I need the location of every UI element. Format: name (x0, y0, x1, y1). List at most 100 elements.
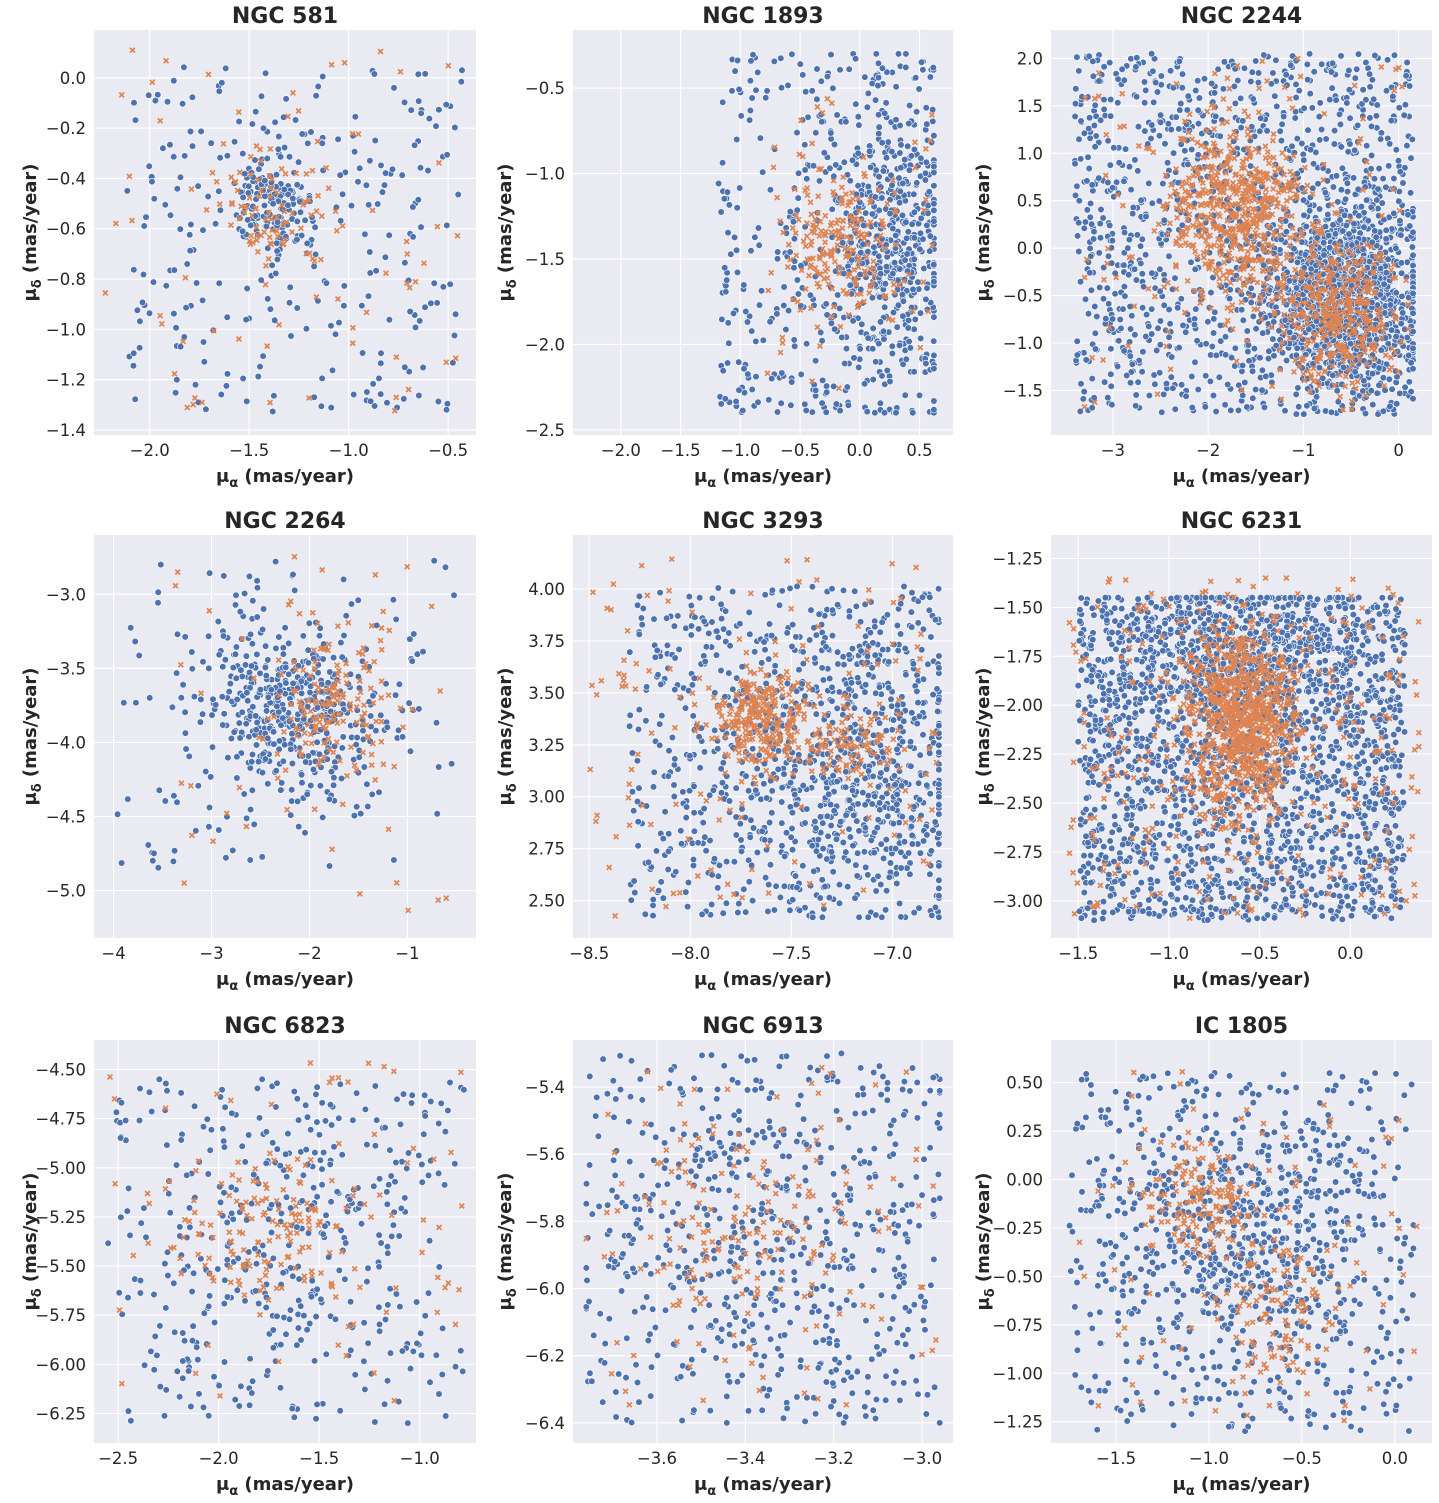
non-member-point (1208, 148, 1215, 155)
member-point (382, 169, 390, 177)
member-point (1392, 289, 1400, 297)
non-member-point (1353, 342, 1360, 349)
member-point (1162, 380, 1171, 388)
x-tick-label: 0.5 (906, 441, 932, 460)
member-point (1088, 375, 1096, 383)
member-point (1264, 355, 1273, 363)
non-member-point (1245, 257, 1252, 264)
non-members-series (764, 95, 936, 392)
non-member-point (1287, 195, 1294, 202)
member-point (269, 200, 277, 208)
non-member-point (1260, 197, 1268, 204)
non-member-point (1241, 108, 1248, 115)
non-member-point (1315, 294, 1322, 301)
non-member-point (814, 280, 821, 287)
non-member-point (1290, 183, 1297, 190)
non-member-point (280, 241, 287, 248)
member-point (1142, 86, 1150, 94)
non-member-point (1198, 287, 1205, 294)
member-point (1174, 304, 1182, 312)
non-member-point (1220, 230, 1227, 237)
member-point (752, 373, 760, 381)
member-point (875, 252, 883, 260)
non-member-point (1390, 186, 1397, 193)
member-point (138, 298, 147, 307)
member-point (1409, 289, 1417, 298)
non-member-point (1273, 196, 1280, 203)
non-member-point (273, 227, 280, 235)
member-point (1192, 86, 1200, 95)
member-point (883, 366, 891, 375)
non-member-point (877, 240, 884, 247)
non-member-point (1254, 279, 1261, 286)
non-member-point (809, 228, 816, 235)
member-point (129, 362, 137, 370)
non-member-point (1322, 286, 1329, 294)
member-point (930, 182, 938, 190)
non-member-point (1197, 299, 1204, 307)
member-point (1148, 121, 1156, 129)
y-tick-label: 0.0 (1017, 239, 1043, 258)
member-point (906, 344, 915, 352)
member-point (1071, 99, 1080, 108)
member-point (1217, 337, 1225, 345)
member-point (1370, 175, 1379, 183)
member-point (1113, 362, 1122, 371)
non-member-point (1236, 275, 1243, 282)
member-point (419, 363, 427, 372)
non-member-point (273, 214, 281, 221)
non-member-point (262, 262, 270, 269)
member-point (1115, 159, 1123, 167)
member-point (870, 243, 878, 251)
non-member-point (1370, 261, 1377, 268)
member-point (1293, 258, 1302, 267)
non-member-point (332, 208, 339, 215)
member-point (207, 139, 215, 147)
member-point (1099, 295, 1108, 303)
non-member-point (306, 394, 313, 402)
member-point (1286, 328, 1294, 337)
member-point (1120, 177, 1128, 185)
non-member-point (184, 404, 191, 411)
member-point (864, 248, 872, 256)
non-member-point (1368, 345, 1375, 352)
non-member-point (1360, 266, 1367, 273)
member-point (851, 55, 860, 63)
member-point (910, 255, 918, 263)
member-point (1295, 86, 1303, 95)
member-point (1380, 216, 1388, 224)
member-point (351, 113, 359, 121)
member-point (802, 88, 810, 96)
member-point (901, 156, 909, 164)
member-point (1370, 95, 1378, 103)
non-member-point (1323, 312, 1330, 320)
member-point (1273, 102, 1281, 110)
non-member-point (1198, 177, 1205, 184)
non-member-point (1321, 368, 1328, 375)
non-member-point (1237, 288, 1244, 295)
non-member-point (816, 342, 824, 350)
non-member-point (1309, 190, 1316, 197)
member-point (1125, 236, 1133, 244)
non-member-point (355, 131, 362, 138)
non-member-point (1303, 299, 1310, 306)
member-point (1077, 155, 1085, 163)
non-member-point (890, 289, 897, 296)
member-point (1396, 168, 1404, 176)
member-point (1403, 333, 1411, 342)
member-point (1343, 188, 1352, 196)
member-point (788, 50, 796, 58)
member-point (817, 77, 825, 85)
non-member-point (1299, 275, 1306, 282)
member-point (1088, 220, 1096, 228)
member-point (1134, 378, 1142, 386)
member-point (1224, 380, 1232, 389)
non-member-point (858, 232, 865, 239)
member-point (881, 303, 889, 311)
non-member-point (1250, 276, 1257, 283)
non-member-point (1392, 274, 1399, 281)
non-member-point (1390, 309, 1397, 316)
member-point (1128, 360, 1136, 368)
non-member-point (306, 250, 313, 257)
member-point (773, 255, 782, 263)
